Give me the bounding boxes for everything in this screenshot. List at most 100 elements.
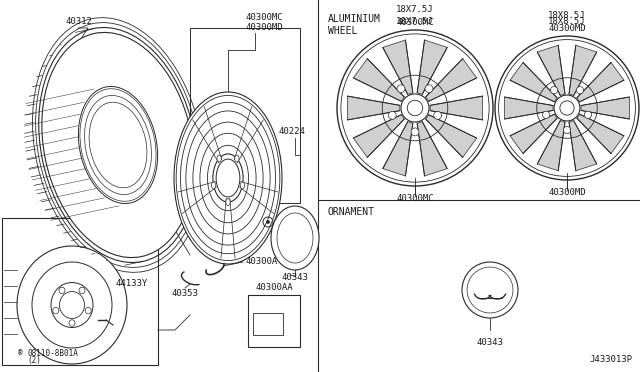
Circle shape	[401, 94, 429, 122]
Polygon shape	[581, 97, 629, 119]
Text: (2): (2)	[27, 356, 41, 366]
Polygon shape	[525, 108, 567, 162]
Text: ALUMINIUM
WHEEL: ALUMINIUM WHEEL	[328, 14, 381, 36]
Polygon shape	[504, 97, 553, 119]
Polygon shape	[353, 59, 404, 101]
Polygon shape	[415, 80, 481, 108]
Ellipse shape	[53, 307, 59, 314]
Polygon shape	[569, 121, 596, 171]
Text: 40300MD: 40300MD	[548, 24, 586, 33]
Text: 40300AA: 40300AA	[255, 283, 293, 292]
Polygon shape	[567, 82, 627, 108]
Ellipse shape	[216, 159, 240, 197]
Text: J433013P: J433013P	[589, 355, 632, 364]
Polygon shape	[348, 96, 400, 120]
Polygon shape	[415, 108, 481, 136]
Polygon shape	[369, 108, 415, 166]
Polygon shape	[569, 45, 596, 95]
Circle shape	[407, 100, 423, 116]
Ellipse shape	[226, 199, 230, 205]
Bar	[2, 218, 158, 365]
Text: 08110-8B01A: 08110-8B01A	[27, 349, 78, 357]
Text: 40300MD: 40300MD	[548, 188, 586, 197]
Circle shape	[411, 128, 419, 136]
Circle shape	[563, 126, 571, 134]
Polygon shape	[415, 50, 460, 108]
Circle shape	[397, 85, 405, 93]
Polygon shape	[383, 40, 413, 94]
Text: 40224: 40224	[278, 128, 305, 137]
Ellipse shape	[69, 320, 75, 326]
Circle shape	[425, 85, 433, 93]
Polygon shape	[510, 114, 557, 154]
Bar	[253, 313, 283, 335]
Text: ORNAMENT: ORNAMENT	[328, 207, 375, 217]
Polygon shape	[417, 122, 447, 176]
Polygon shape	[369, 50, 415, 108]
Polygon shape	[577, 62, 624, 102]
Text: 40300MC: 40300MC	[396, 18, 434, 27]
Circle shape	[543, 111, 550, 118]
Ellipse shape	[235, 155, 239, 162]
Polygon shape	[559, 46, 575, 108]
Text: 40312: 40312	[65, 17, 92, 26]
Circle shape	[577, 87, 584, 94]
Text: 40300MC: 40300MC	[245, 13, 283, 22]
Circle shape	[495, 36, 639, 180]
Circle shape	[462, 262, 518, 318]
Ellipse shape	[59, 287, 65, 294]
Polygon shape	[415, 108, 460, 166]
Polygon shape	[417, 40, 447, 94]
Circle shape	[550, 87, 557, 94]
Ellipse shape	[78, 86, 157, 203]
Circle shape	[554, 95, 580, 121]
Polygon shape	[349, 80, 415, 108]
Text: 18X8.5J: 18X8.5J	[548, 11, 586, 20]
Text: 18X7.5J: 18X7.5J	[396, 17, 434, 26]
Ellipse shape	[217, 155, 221, 162]
Circle shape	[341, 34, 489, 182]
Ellipse shape	[240, 182, 244, 189]
Polygon shape	[407, 41, 423, 108]
Text: 40300MC: 40300MC	[396, 194, 434, 203]
Polygon shape	[349, 108, 415, 136]
Polygon shape	[507, 82, 567, 108]
Ellipse shape	[60, 292, 84, 318]
Text: 40300A: 40300A	[245, 257, 277, 266]
Text: 40300MD: 40300MD	[245, 22, 283, 32]
Circle shape	[388, 112, 396, 119]
Circle shape	[584, 111, 591, 118]
Polygon shape	[426, 115, 477, 157]
Bar	[248, 295, 300, 347]
Ellipse shape	[17, 246, 127, 364]
Text: 40343: 40343	[477, 338, 504, 347]
Polygon shape	[507, 108, 567, 134]
Text: 18X8.5J: 18X8.5J	[548, 17, 586, 26]
Polygon shape	[537, 45, 565, 95]
Polygon shape	[407, 108, 423, 174]
Polygon shape	[430, 96, 483, 120]
Text: 40343: 40343	[282, 273, 308, 282]
Polygon shape	[559, 108, 575, 170]
Circle shape	[266, 221, 269, 224]
Polygon shape	[537, 121, 565, 171]
Polygon shape	[567, 54, 609, 108]
Ellipse shape	[211, 182, 216, 189]
Ellipse shape	[51, 282, 93, 327]
Polygon shape	[353, 115, 404, 157]
Text: 18X7.5J: 18X7.5J	[396, 5, 434, 14]
Polygon shape	[510, 62, 557, 102]
Circle shape	[337, 30, 493, 186]
Ellipse shape	[271, 206, 319, 270]
Circle shape	[560, 101, 574, 115]
Polygon shape	[426, 59, 477, 101]
Polygon shape	[567, 108, 627, 134]
Ellipse shape	[174, 92, 282, 264]
Polygon shape	[577, 114, 624, 154]
Ellipse shape	[79, 287, 85, 294]
Text: ®: ®	[18, 349, 22, 357]
Polygon shape	[383, 122, 413, 176]
Text: 44133Y: 44133Y	[115, 279, 147, 289]
Polygon shape	[525, 54, 567, 108]
Polygon shape	[567, 108, 609, 162]
